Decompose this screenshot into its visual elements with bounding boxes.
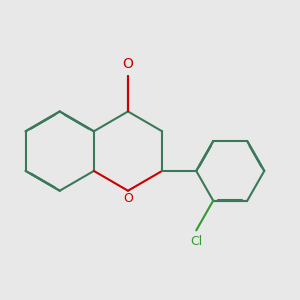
Text: O: O [122,57,134,71]
Text: Cl: Cl [190,235,202,248]
Text: O: O [123,192,133,205]
